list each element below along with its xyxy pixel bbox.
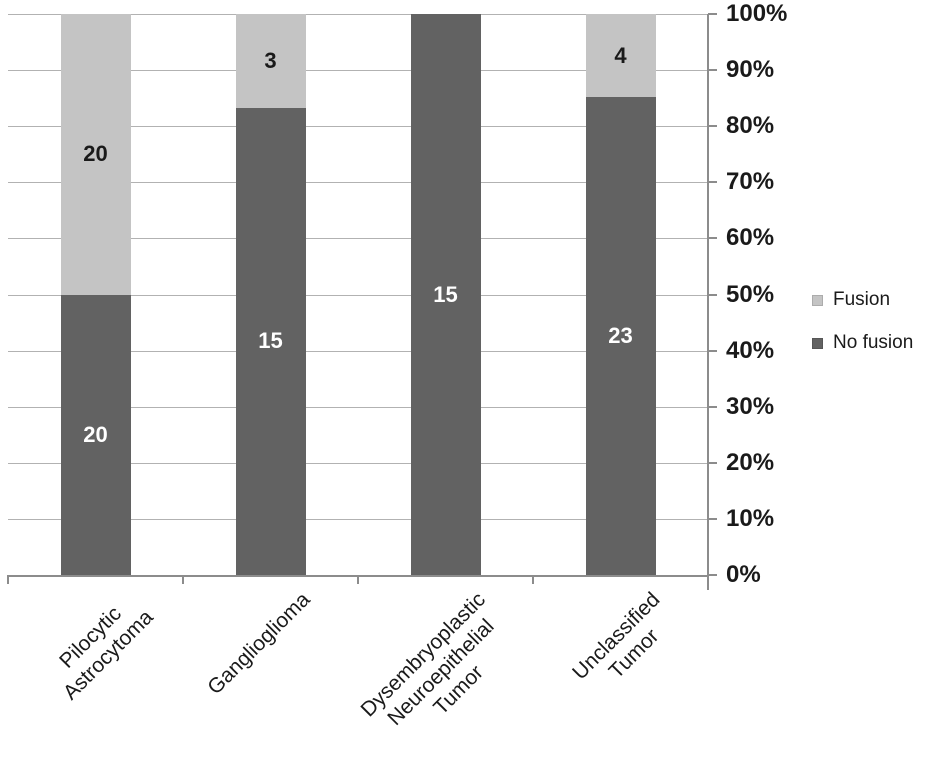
x-tick-mark bbox=[357, 575, 359, 584]
gridline bbox=[8, 462, 708, 464]
y-tick-mark bbox=[708, 13, 717, 15]
y-tick-label: 30% bbox=[726, 392, 775, 420]
category-label-pilocytic-astrocytoma: Pilocytic Astrocytoma bbox=[41, 588, 159, 706]
gridline bbox=[8, 14, 708, 15]
y-tick-label: 80% bbox=[726, 112, 775, 140]
bar-segment-no-fusion: 15 bbox=[235, 107, 306, 575]
y-tick-mark bbox=[708, 237, 717, 240]
y-tick-mark bbox=[708, 125, 717, 128]
y-tick-mark bbox=[708, 69, 717, 72]
plot-area: 20 20 3 15 15 4 23 bbox=[8, 14, 708, 575]
data-label: 4 bbox=[614, 42, 627, 68]
legend: Fusion No fusion bbox=[812, 289, 913, 354]
gridline bbox=[8, 518, 708, 520]
gridline bbox=[8, 294, 708, 296]
y-tick-label: 70% bbox=[726, 168, 775, 196]
bar-segment-no-fusion: 15 bbox=[410, 14, 481, 575]
bar-ganglioglioma: 3 15 bbox=[235, 14, 306, 575]
data-label: 15 bbox=[433, 281, 458, 307]
bar-unclassified-tumor: 4 23 bbox=[585, 14, 656, 575]
y-tick-mark bbox=[708, 181, 717, 184]
category-label-dysembryoplastic-neuroepithelial-tumor: Dysembryoplastic Neuroepithelial Tumor bbox=[356, 588, 526, 758]
category-label-unclassified-tumor: Unclassified Tumor bbox=[568, 588, 683, 703]
gridline bbox=[8, 238, 708, 240]
gridline bbox=[8, 350, 708, 352]
legend-item-fusion: Fusion bbox=[812, 289, 913, 311]
legend-swatch-icon bbox=[812, 294, 823, 306]
y-tick-mark bbox=[708, 293, 717, 296]
bar-segment-no-fusion: 23 bbox=[585, 97, 656, 575]
data-label: 3 bbox=[264, 47, 277, 73]
y-tick-label: 90% bbox=[726, 56, 775, 84]
x-tick-mark bbox=[7, 575, 9, 584]
y-axis-line bbox=[707, 14, 709, 590]
bar-segment-fusion: 3 bbox=[235, 14, 306, 108]
y-tick-label: 0% bbox=[726, 561, 761, 588]
bar-dysembryoplastic-neuroepithelial-tumor: 15 bbox=[410, 14, 481, 575]
data-label: 23 bbox=[608, 323, 633, 349]
gridline bbox=[8, 182, 708, 184]
bar-segment-fusion: 20 bbox=[60, 14, 131, 295]
y-tick-label: 100% bbox=[726, 0, 788, 27]
legend-swatch-icon bbox=[812, 337, 823, 349]
legend-label: No fusion bbox=[833, 332, 914, 353]
x-tick-mark bbox=[532, 575, 534, 584]
data-label: 15 bbox=[258, 328, 283, 354]
data-label: 20 bbox=[83, 421, 108, 447]
bar-segment-fusion: 4 bbox=[585, 14, 656, 98]
y-tick-mark bbox=[708, 405, 717, 408]
y-tick-label: 10% bbox=[726, 504, 775, 532]
y-tick-label: 50% bbox=[726, 280, 775, 308]
bar-segment-no-fusion: 20 bbox=[60, 294, 131, 575]
gridline bbox=[8, 406, 708, 408]
gridline bbox=[8, 70, 708, 72]
y-tick-mark bbox=[708, 574, 717, 576]
data-label: 20 bbox=[83, 141, 108, 167]
category-label-ganglioglioma: Ganglioglioma bbox=[204, 588, 316, 700]
y-tick-mark bbox=[708, 517, 717, 520]
y-tick-label: 40% bbox=[726, 336, 775, 364]
y-tick-mark bbox=[708, 461, 717, 464]
y-tick-mark bbox=[708, 349, 717, 352]
x-tick-mark bbox=[707, 575, 709, 584]
category-label-line: Ganglioglioma bbox=[203, 588, 315, 700]
legend-item-no-fusion: No fusion bbox=[812, 332, 913, 354]
gridline bbox=[8, 126, 708, 128]
legend-label: Fusion bbox=[833, 289, 891, 310]
bar-pilocytic-astrocytoma: 20 20 bbox=[60, 14, 131, 575]
y-tick-label: 60% bbox=[726, 224, 775, 252]
x-tick-mark bbox=[182, 575, 184, 584]
y-tick-label: 20% bbox=[726, 448, 775, 476]
